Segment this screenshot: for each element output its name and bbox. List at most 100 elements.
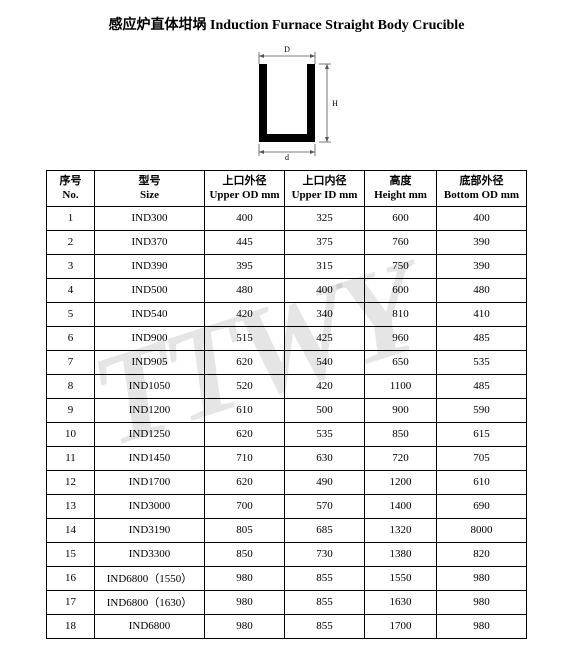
table-cell: 1320: [365, 518, 437, 542]
table-cell: 325: [285, 206, 365, 230]
table-cell: 410: [437, 302, 527, 326]
table-cell: 375: [285, 230, 365, 254]
table-cell: IND3190: [95, 518, 205, 542]
specification-table: 序号No.型号Size上口外径Upper OD mm上口内径Upper ID m…: [46, 170, 527, 639]
table-cell: 7: [47, 350, 95, 374]
table-cell: 850: [365, 422, 437, 446]
table-cell: 730: [285, 542, 365, 566]
table-cell: 630: [285, 446, 365, 470]
table-cell: 18: [47, 614, 95, 638]
column-header: 上口内径Upper ID mm: [285, 171, 365, 207]
table-cell: 11: [47, 446, 95, 470]
table-cell: 315: [285, 254, 365, 278]
table-cell: IND390: [95, 254, 205, 278]
table-cell: 620: [205, 422, 285, 446]
table-cell: IND500: [95, 278, 205, 302]
column-header: 序号No.: [47, 171, 95, 207]
column-header: 上口外径Upper OD mm: [205, 171, 285, 207]
table-cell: 620: [205, 350, 285, 374]
table-cell: 600: [365, 278, 437, 302]
table-cell: 1550: [365, 566, 437, 590]
table-cell: IND300: [95, 206, 205, 230]
table-cell: IND900: [95, 326, 205, 350]
table-header: 序号No.型号Size上口外径Upper OD mm上口内径Upper ID m…: [47, 171, 527, 207]
table-row: 18IND68009808551700980: [47, 614, 527, 638]
table-cell: 340: [285, 302, 365, 326]
table-cell: 13: [47, 494, 95, 518]
table-cell: 16: [47, 566, 95, 590]
table-cell: 17: [47, 590, 95, 614]
table-row: 17IND6800（1630）9808551630980: [47, 590, 527, 614]
table-cell: 805: [205, 518, 285, 542]
table-cell: IND905: [95, 350, 205, 374]
table-cell: 535: [285, 422, 365, 446]
table-cell: IND1050: [95, 374, 205, 398]
table-cell: 980: [205, 566, 285, 590]
table-cell: IND3000: [95, 494, 205, 518]
table-cell: 480: [205, 278, 285, 302]
table-row: 2IND370445375760390: [47, 230, 527, 254]
table-cell: 610: [437, 470, 527, 494]
table-cell: 980: [205, 614, 285, 638]
table-cell: 690: [437, 494, 527, 518]
table-cell: 980: [437, 590, 527, 614]
table-cell: 15: [47, 542, 95, 566]
dim-right-label: H: [332, 99, 338, 108]
table-cell: 515: [205, 326, 285, 350]
table-cell: 810: [365, 302, 437, 326]
table-cell: IND6800: [95, 614, 205, 638]
table-cell: 900: [365, 398, 437, 422]
table-cell: 480: [437, 278, 527, 302]
table-row: 11IND1450710630720705: [47, 446, 527, 470]
table-cell: 710: [205, 446, 285, 470]
table-cell: 400: [205, 206, 285, 230]
table-cell: 500: [285, 398, 365, 422]
table-cell: IND6800（1550）: [95, 566, 205, 590]
table-cell: 820: [437, 542, 527, 566]
table-cell: 4: [47, 278, 95, 302]
table-cell: 760: [365, 230, 437, 254]
table-cell: IND6800（1630）: [95, 590, 205, 614]
table-cell: 390: [437, 230, 527, 254]
table-row: 15IND33008507301380820: [47, 542, 527, 566]
table-cell: 855: [285, 614, 365, 638]
table-cell: 14: [47, 518, 95, 542]
table-cell: 390: [437, 254, 527, 278]
table-cell: 980: [205, 590, 285, 614]
table-row: 14IND319080568513208000: [47, 518, 527, 542]
table-row: 3IND390395315750390: [47, 254, 527, 278]
table-cell: 395: [205, 254, 285, 278]
table-cell: 425: [285, 326, 365, 350]
table-cell: IND540: [95, 302, 205, 326]
table-cell: 700: [205, 494, 285, 518]
table-cell: 5: [47, 302, 95, 326]
table-cell: 520: [205, 374, 285, 398]
table-cell: 570: [285, 494, 365, 518]
table-cell: 420: [205, 302, 285, 326]
table-cell: 855: [285, 590, 365, 614]
table-row: 5IND540420340810410: [47, 302, 527, 326]
column-header: 型号Size: [95, 171, 205, 207]
table-cell: 705: [437, 446, 527, 470]
table-cell: 650: [365, 350, 437, 374]
table-cell: 615: [437, 422, 527, 446]
table-row: 12IND17006204901200610: [47, 470, 527, 494]
table-cell: 685: [285, 518, 365, 542]
table-row: 6IND900515425960485: [47, 326, 527, 350]
table-row: 1IND300400325600400: [47, 206, 527, 230]
table-cell: IND1200: [95, 398, 205, 422]
table-row: 16IND6800（1550）9808551550980: [47, 566, 527, 590]
table-cell: 540: [285, 350, 365, 374]
table-cell: 420: [285, 374, 365, 398]
table-cell: 1: [47, 206, 95, 230]
table-cell: 850: [205, 542, 285, 566]
table-cell: IND370: [95, 230, 205, 254]
table-cell: 1100: [365, 374, 437, 398]
table-cell: 12: [47, 470, 95, 494]
table-cell: 485: [437, 374, 527, 398]
table-cell: 6: [47, 326, 95, 350]
table-cell: 1380: [365, 542, 437, 566]
table-cell: 1200: [365, 470, 437, 494]
table-cell: 490: [285, 470, 365, 494]
table-cell: IND3300: [95, 542, 205, 566]
